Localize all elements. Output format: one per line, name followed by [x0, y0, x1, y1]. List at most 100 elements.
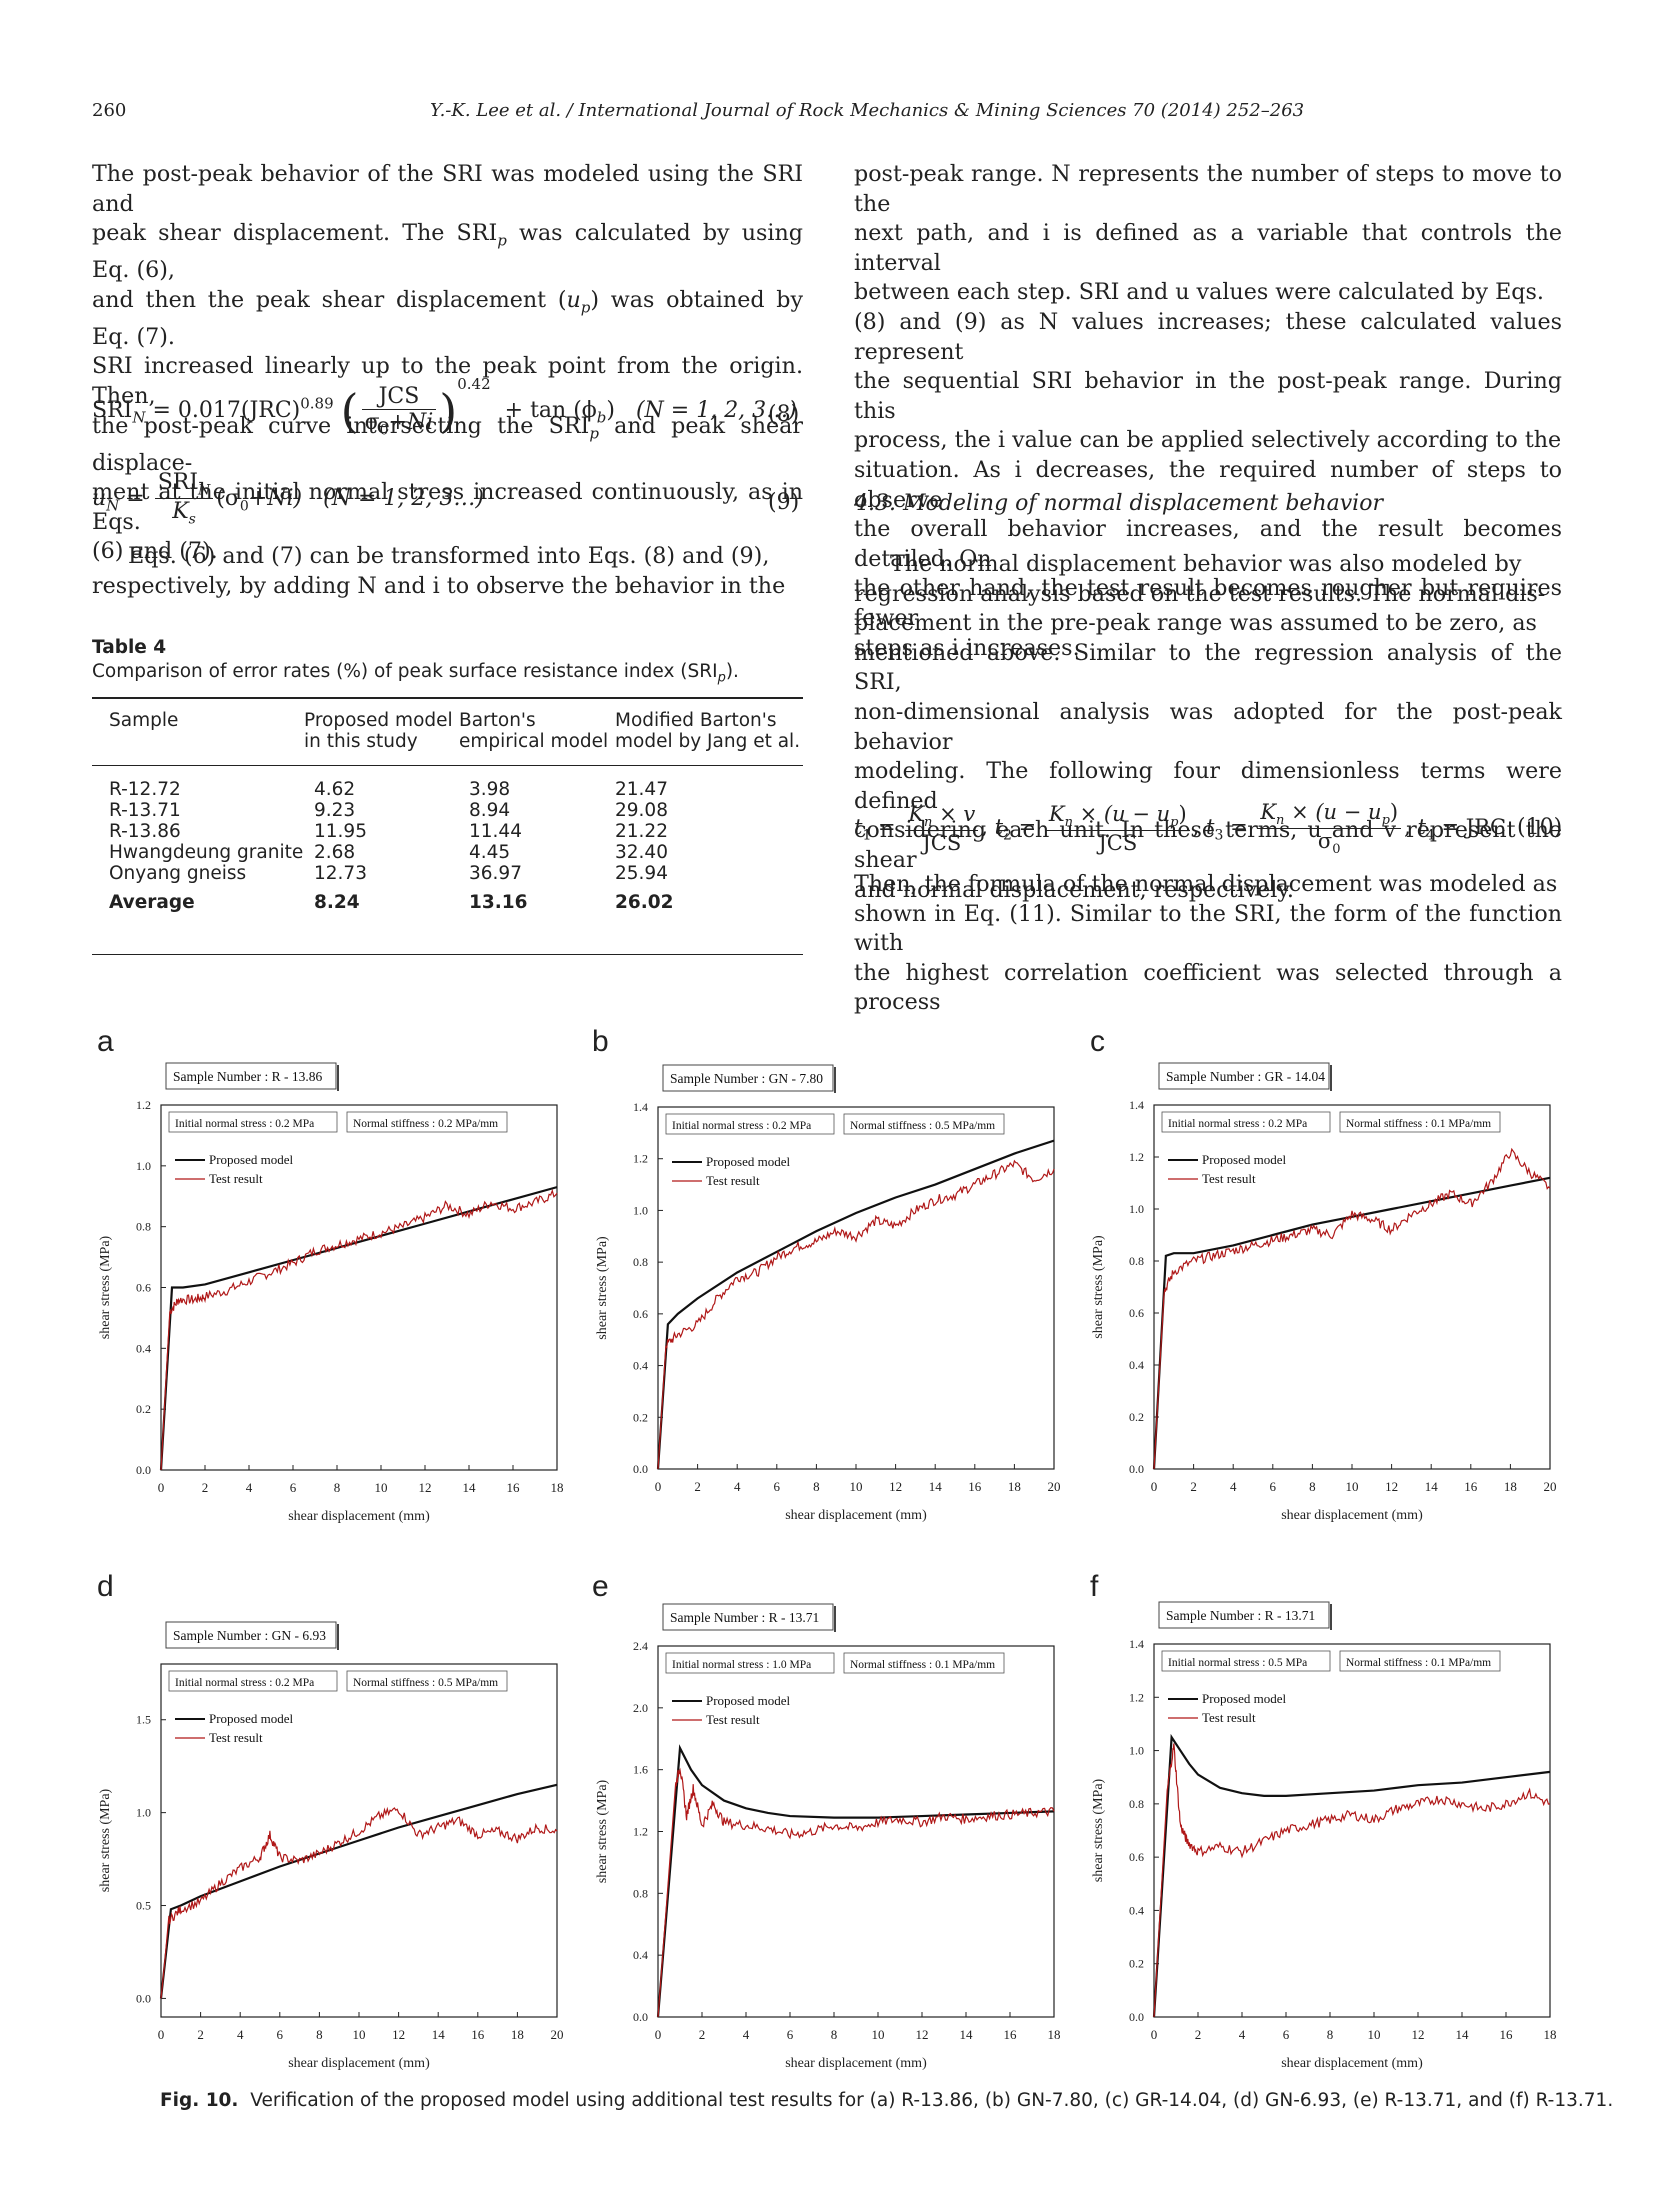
sample-number: Sample Number : R - 13.86 — [173, 1069, 322, 1084]
y-tick-label: 0.2 — [633, 1410, 648, 1424]
y-tick-label: 1.0 — [1129, 1202, 1144, 1216]
y-tick-label: 0.4 — [1129, 1358, 1144, 1372]
x-tick-label: 14 — [929, 1479, 943, 1494]
y-axis-label: shear stress (MPa) — [98, 1235, 113, 1339]
table-average-row: Average 8.24 13.16 26.02 — [109, 892, 674, 913]
y-tick-label: 1.2 — [1129, 1690, 1144, 1704]
plot-panel-e: 0 2 4 6 8 10 12 14 16 18 0.0 0.4 0.8 1.2 1.6 2.0 2.4 shea… — [595, 1603, 1061, 2071]
eq8-number: (8) — [768, 402, 800, 427]
stiffness-label: Normal stiffness : 0.1 MPa/mm — [1346, 1657, 1491, 1669]
panel-letter-f: f — [1090, 1570, 1099, 1603]
plot-panel-b: 0 2 4 6 8 10 12 14 16 18 20 0.0 0.2 0.4 0.6 0.8 1.0 1.2 1.… — [595, 1064, 1061, 1523]
sample-box — [1158, 1601, 1330, 1629]
x-tick-label: 8 — [831, 2027, 838, 2042]
panel-letter-e: e — [592, 1570, 609, 1603]
y-tick-label: 0.8 — [633, 1255, 648, 1269]
x-tick-label: 14 — [960, 2027, 974, 2042]
normal-stress-box — [168, 1670, 338, 1692]
normal-stress-label: Initial normal stress : 1.0 MPa — [672, 1659, 811, 1671]
x-tick-label: 12 — [1412, 2027, 1425, 2042]
y-tick-label: 0.4 — [1129, 1903, 1144, 1917]
stiffness-box — [843, 1652, 1005, 1674]
normal-stress-label: Initial normal stress : 0.2 MPa — [175, 1118, 314, 1130]
y-axis-label: shear stress (MPa) — [1091, 1778, 1106, 1882]
y-tick-label: 0.8 — [136, 1220, 151, 1234]
x-tick-label: 2 — [202, 1480, 209, 1495]
legend-model-label: Proposed model — [209, 1152, 294, 1167]
x-tick-label: 16 — [507, 1480, 521, 1495]
x-tick-label: 10 — [850, 1479, 863, 1494]
x-tick-label: 12 — [916, 2027, 929, 2042]
stiffness-label: Normal stiffness : 0.5 MPa/mm — [353, 1677, 498, 1689]
legend-model-label: Proposed model — [1202, 1691, 1287, 1706]
y-tick-label: 2.0 — [633, 1701, 648, 1715]
left-para-1: The post-peak behavior of the SRI was mo… — [92, 161, 803, 565]
x-tick-label: 12 — [889, 1479, 902, 1494]
stiffness-label: Normal stiffness : 0.5 MPa/mm — [850, 1120, 995, 1132]
y-tick-label: 0.5 — [136, 1899, 151, 1913]
y-tick-label: 1.0 — [136, 1159, 151, 1173]
x-axis-label: shear displacement (mm) — [785, 2056, 927, 2071]
left-para-2: Eqs. (6) and (7) can be transformed into… — [92, 543, 786, 599]
x-tick-label: 8 — [316, 2027, 323, 2042]
y-tick-label: 0.2 — [136, 1402, 151, 1416]
y-tick-label: 0.0 — [136, 1463, 151, 1477]
y-tick-label: 0.4 — [633, 1359, 648, 1373]
journal-header: Y.-K. Lee et al. / International Journal… — [430, 100, 1305, 121]
x-tick-label: 20 — [1544, 1479, 1557, 1494]
x-tick-label: 18 — [1048, 2027, 1061, 2042]
y-tick-label: 0.2 — [1129, 1957, 1144, 1971]
normal-stress-label: Initial normal stress : 0.2 MPa — [672, 1120, 811, 1132]
right-para-2: The normal displacement behavior was als… — [854, 551, 1562, 903]
x-tick-label: 4 — [1239, 2027, 1246, 2042]
table-header-row: Sample Proposed model in this study Barto… — [109, 710, 801, 752]
series-line-test-result — [1153, 1147, 1551, 1470]
right-para-1: post-peak range. N represents the number… — [854, 161, 1562, 661]
y-tick-label: 1.4 — [633, 1100, 648, 1114]
x-tick-label: 10 — [872, 2027, 885, 2042]
table-row: R-12.72 4.62 3.98 21.47 — [109, 779, 668, 800]
x-tick-label: 8 — [1327, 2027, 1334, 2042]
series-line-test-result — [160, 1188, 558, 1471]
x-tick-label: 0 — [655, 2027, 662, 2042]
equation-8: SRIN = 0.017(JRC)0.89 (JCS σ0+Ni)0.42 + t… — [92, 375, 797, 439]
x-tick-label: 6 — [1270, 1479, 1277, 1494]
x-tick-label: 0 — [655, 1479, 662, 1494]
x-axis-label: shear displacement (mm) — [288, 1509, 430, 1524]
x-tick-label: 12 — [1385, 1479, 1398, 1494]
x-axis-label: shear displacement (mm) — [1281, 2056, 1423, 2071]
y-tick-label: 0.6 — [1129, 1306, 1144, 1320]
x-tick-label: 10 — [353, 2027, 366, 2042]
stiffness-box — [346, 1111, 508, 1133]
y-tick-label: 0.4 — [136, 1341, 151, 1355]
table-row: R-13.86 11.95 11.44 21.22 — [109, 821, 668, 842]
x-tick-label: 12 — [419, 1480, 432, 1495]
sample-box — [165, 1062, 337, 1090]
eq10-number: (10) — [1517, 815, 1563, 840]
x-tick-label: 16 — [968, 1479, 982, 1494]
plot-panel-c: 0 2 4 6 8 10 12 14 16 18 20 0.0 0.2 0.4 0.6 0.8 1.0 1.2 1.… — [1091, 1062, 1557, 1523]
y-tick-label: 1.5 — [136, 1713, 151, 1727]
y-tick-label: 0.0 — [633, 2010, 648, 2024]
table-row: Onyang gneiss 12.73 36.97 25.94 — [109, 863, 668, 884]
x-tick-label: 4 — [734, 1479, 741, 1494]
series-line-proposed-model — [1152, 1176, 1551, 1470]
x-tick-label: 20 — [1048, 1479, 1061, 1494]
page-number: 260 — [92, 100, 127, 121]
left-column: The post-peak behavior of the SRI was mo… — [92, 160, 803, 567]
legend-test-label: Test result — [1202, 1710, 1256, 1725]
panel-letter-a: a — [97, 1025, 114, 1058]
legend-model-label: Proposed model — [209, 1711, 294, 1726]
x-tick-label: 10 — [1346, 1479, 1359, 1494]
sample-number: Sample Number : GN - 7.80 — [670, 1071, 823, 1086]
stiffness-label: Normal stiffness : 0.1 MPa/mm — [850, 1659, 995, 1671]
table-top-rule — [92, 697, 803, 699]
x-tick-label: 18 — [551, 1480, 564, 1495]
x-tick-label: 6 — [277, 2027, 284, 2042]
series-line-proposed-model — [656, 1139, 1055, 1470]
plot-panel-d: 0 2 4 6 8 10 12 14 16 18 20 0.0 0.5 1.0 1.5 shear displ… — [98, 1621, 564, 2071]
y-tick-label: 1.4 — [1129, 1637, 1144, 1651]
stiffness-label: Normal stiffness : 0.1 MPa/mm — [1346, 1118, 1491, 1130]
y-tick-label: 0.2 — [1129, 1410, 1144, 1424]
x-tick-label: 18 — [511, 2027, 524, 2042]
